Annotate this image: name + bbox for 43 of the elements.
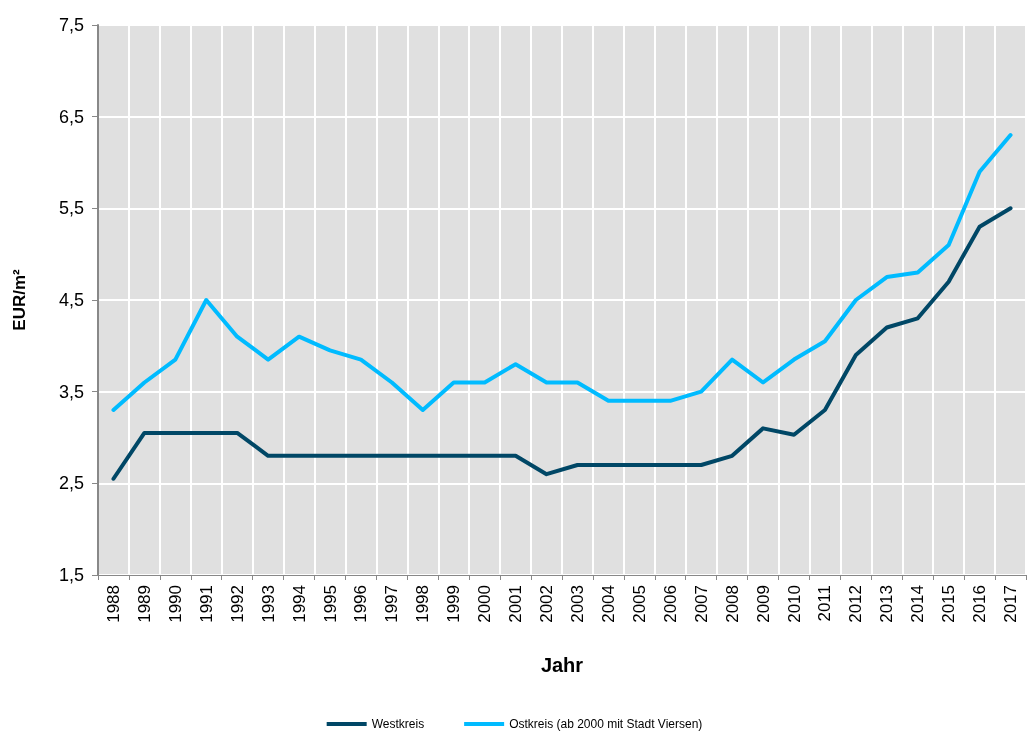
y-tick-label: 6,5 <box>58 106 84 127</box>
x-axis-title: Jahr <box>540 654 584 676</box>
x-tick-label: 2017 <box>1001 585 1021 623</box>
x-tick-label: 1991 <box>196 585 216 623</box>
x-tick-label: 2004 <box>598 585 618 623</box>
y-axis-title: EUR/m² <box>10 268 29 331</box>
x-tick-label: 1999 <box>444 585 464 623</box>
x-tick-label: 2008 <box>722 585 742 623</box>
x-tick-label: 2000 <box>475 585 495 623</box>
x-tick-label: 1996 <box>351 585 371 623</box>
x-tick-label: 2016 <box>970 585 990 623</box>
x-tick-label: 1995 <box>320 585 340 623</box>
y-tick-label: 7,5 <box>58 15 84 35</box>
x-tick-label: 1990 <box>165 585 185 623</box>
x-tick-label: 2002 <box>537 585 557 623</box>
x-tick-label: 2014 <box>908 585 928 623</box>
legend-label: Ostkreis (ab 2000 mit Stadt Viersen) <box>509 717 703 731</box>
x-tick-label: 1989 <box>134 585 154 623</box>
x-tick-label: 2009 <box>753 585 773 623</box>
line-series <box>111 133 1013 412</box>
x-tick-label: 2007 <box>691 585 711 623</box>
line-series <box>111 206 1013 481</box>
x-tick-label: 1998 <box>413 585 433 623</box>
legend-label: Westkreis <box>371 717 425 731</box>
x-tick-label: 2011 <box>815 585 835 622</box>
x-tick-label: 1988 <box>103 585 123 623</box>
x-tick-label: 2010 <box>784 585 804 623</box>
y-tick-label: 4,5 <box>58 290 84 310</box>
y-tick-label: 1,5 <box>58 565 84 585</box>
y-tick-label: 5,5 <box>58 198 84 219</box>
x-tick-label: 1997 <box>382 585 402 623</box>
x-tick-label: 2013 <box>877 585 897 623</box>
x-tick-label: 1993 <box>258 585 278 623</box>
x-tick-label: 1994 <box>289 585 309 623</box>
x-tick-label: 2015 <box>939 585 959 623</box>
x-tick-label: 2005 <box>629 585 649 623</box>
y-tick-label: 2,5 <box>58 473 84 494</box>
x-tick-label: 2006 <box>660 585 680 623</box>
x-tick-label: 2001 <box>506 585 526 623</box>
x-tick-label: 2003 <box>567 585 587 623</box>
x-tick-label: 2012 <box>846 585 866 623</box>
y-tick-label: 3,5 <box>58 381 84 402</box>
x-tick-label: 1992 <box>227 585 247 623</box>
